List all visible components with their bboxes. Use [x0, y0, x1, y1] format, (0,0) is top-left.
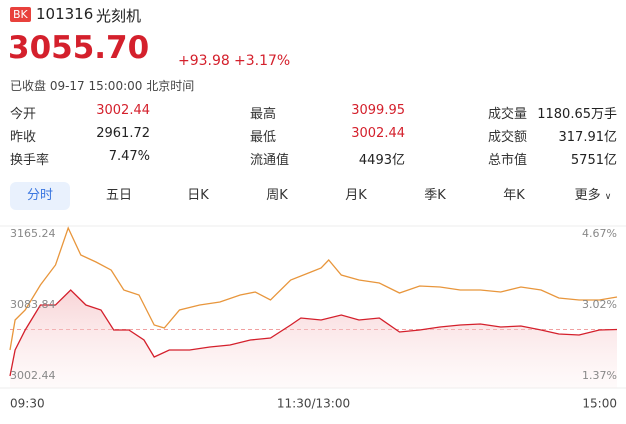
stat-label: 最低: [250, 130, 277, 145]
y2-tick-label: 3.02%: [582, 298, 617, 311]
change: +93.98: [178, 53, 230, 69]
tab[interactable]: 年K: [503, 188, 525, 203]
status: 已收盘 09-17 15:00:00 北京时间: [10, 79, 195, 93]
x-tick-label: 15:00: [582, 397, 617, 411]
line: [9, 289, 618, 377]
stat-label: 今开: [10, 107, 37, 122]
stat-value: 4493亿: [358, 153, 405, 168]
stat-value: 3002.44: [96, 103, 150, 118]
badge: BK: [10, 7, 31, 22]
line: [9, 226, 618, 351]
code: 101316: [36, 5, 94, 23]
tab[interactable]: 月K: [345, 188, 367, 203]
tab[interactable]: 更多 ∨: [574, 188, 612, 203]
y2-tick-label: 4.67%: [582, 227, 617, 240]
stat-value: 3099.95: [351, 103, 405, 118]
stat-label: 总市值: [488, 153, 528, 168]
y-tick-label: 3165.24: [10, 227, 56, 240]
stat-value: 2961.72: [96, 126, 150, 141]
x-tick-label: 11:30/13:00: [277, 397, 350, 411]
x-tick-label: 09:30: [10, 397, 45, 411]
tab[interactable]: 日K: [187, 188, 209, 203]
y-tick-label: 3002.44: [10, 369, 56, 382]
price: 3055.70: [8, 30, 150, 66]
area: [10, 290, 617, 388]
stat-label: 换手率: [10, 153, 50, 168]
stat-value: 5751亿: [570, 153, 617, 168]
stat-value: 317.91亿: [558, 130, 618, 145]
stat-value: 3002.44: [351, 126, 405, 141]
tab[interactable]: 季K: [424, 188, 446, 203]
tab[interactable]: 周K: [266, 188, 288, 203]
stat-label: 最高: [250, 107, 277, 122]
name: 光刻机: [96, 7, 142, 25]
tab[interactable]: 五日: [105, 188, 132, 203]
y-tick-label: 3083.84: [10, 298, 56, 311]
stat-label: 昨收: [10, 130, 37, 145]
stat-label: 流通值: [250, 153, 290, 168]
change-pct: +3.17%: [234, 53, 291, 69]
tab[interactable]: 分时: [10, 182, 70, 210]
stat-value: 7.47%: [108, 149, 150, 164]
stat-value: 1180.65万手: [537, 107, 617, 122]
stat-label: 成交额: [488, 130, 528, 145]
stat-label: 成交量: [488, 107, 528, 122]
y2-tick-label: 1.37%: [582, 369, 617, 382]
